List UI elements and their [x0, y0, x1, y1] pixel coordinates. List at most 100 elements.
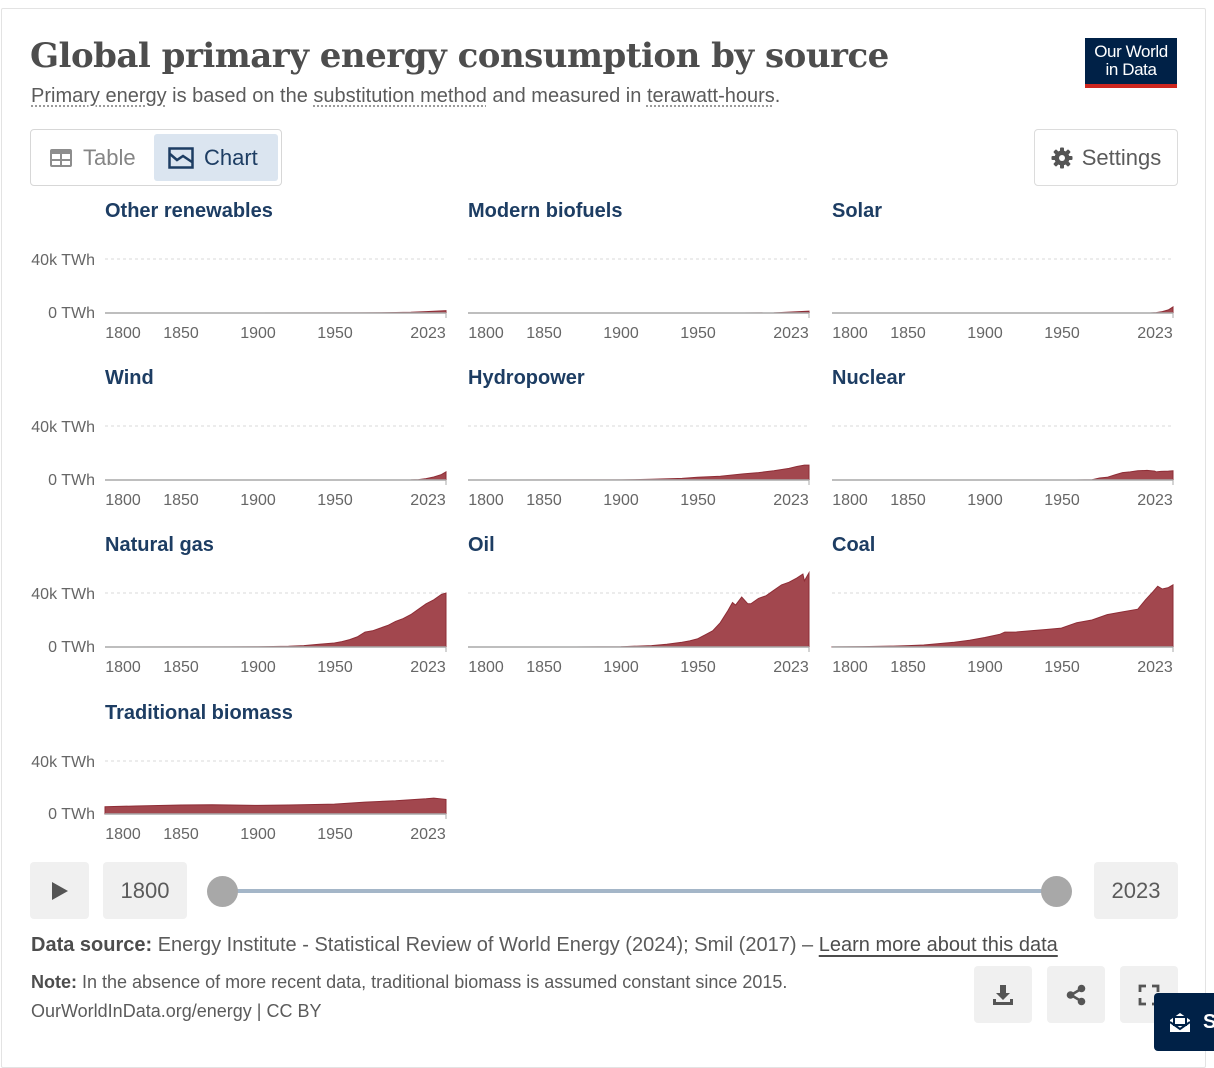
- gear-icon: [1051, 147, 1073, 168]
- subtitle-text-2: and measured in: [486, 85, 647, 107]
- y-tick-label: 40k TWh: [31, 754, 95, 771]
- newsletter-label: Subscribe: [1203, 1010, 1214, 1033]
- primary-energy-term[interactable]: Primary energy: [31, 85, 167, 107]
- area-nuclear: [832, 469, 1174, 481]
- timeline-end-year[interactable]: 2023: [1094, 862, 1178, 919]
- x-tick-label: 1900: [603, 659, 639, 676]
- area-coal: [831, 584, 1174, 648]
- x-tick-label: 1950: [317, 492, 353, 509]
- tab-chart-label: Chart: [204, 144, 258, 170]
- x-tick-label: 2023: [1137, 492, 1173, 509]
- y-tick-label: 40k TWh: [31, 252, 95, 269]
- license-link[interactable]: OurWorldInData.org/energy | CC BY: [31, 1001, 322, 1021]
- x-tick-label: 1900: [967, 659, 1003, 676]
- area-solar: [832, 305, 1174, 314]
- play-button[interactable]: [30, 862, 89, 919]
- x-tick-label: 1950: [317, 826, 353, 843]
- timeline-track[interactable]: [223, 889, 1057, 893]
- timeline-start-year[interactable]: 1800: [103, 862, 187, 919]
- x-tick-label: 2023: [1137, 659, 1173, 676]
- page-title: Global primary energy consumption by sou…: [30, 36, 889, 76]
- chart-subtitle: Primary energy is based on the substitut…: [31, 85, 780, 108]
- settings-button[interactable]: Settings: [1034, 129, 1178, 186]
- x-tick-label: 1800: [468, 492, 504, 509]
- x-tick-label: 1850: [890, 659, 926, 676]
- x-tick-label: 1900: [240, 826, 276, 843]
- y-tick-label: 0 TWh: [48, 472, 95, 489]
- x-tick-label: 1900: [240, 492, 276, 509]
- area-traditional-biomass: [104, 797, 447, 815]
- x-tick-label: 1900: [240, 325, 276, 342]
- panel-title-hydropower: Hydropower: [468, 367, 585, 389]
- panel-title-coal: Coal: [832, 534, 875, 556]
- note-text: In the absence of more recent data, trad…: [77, 972, 788, 992]
- panel-title-other-renewables: Other renewables: [105, 200, 273, 222]
- y-tick-label: 0 TWh: [48, 639, 95, 656]
- tab-table[interactable]: Table: [35, 134, 153, 181]
- x-tick-label: 1800: [105, 492, 141, 509]
- x-tick-label: 1950: [1044, 659, 1080, 676]
- y-tick-label: 40k TWh: [31, 586, 95, 603]
- x-tick-label: 1800: [832, 492, 868, 509]
- view-tabs: Table Chart: [30, 129, 282, 186]
- chart-note: Note: In the absence of more recent data…: [31, 972, 787, 993]
- x-tick-label: 1850: [163, 659, 199, 676]
- x-tick-label: 1950: [1044, 325, 1080, 342]
- x-tick-label: 2023: [773, 325, 809, 342]
- x-tick-label: 1850: [163, 826, 199, 843]
- terawatt-hours-term[interactable]: terawatt-hours: [646, 85, 775, 107]
- subtitle-text-1: is based on the: [166, 85, 314, 107]
- timeline-end-handle[interactable]: [1041, 876, 1072, 907]
- x-tick-label: 1850: [163, 325, 199, 342]
- x-tick-label: 1850: [526, 492, 562, 509]
- x-tick-label: 1900: [603, 492, 639, 509]
- x-tick-label: 1950: [1044, 492, 1080, 509]
- settings-label: Settings: [1081, 144, 1162, 170]
- x-tick-label: 1900: [967, 492, 1003, 509]
- table-icon: [50, 148, 72, 167]
- x-tick-label: 1800: [468, 659, 504, 676]
- x-tick-label: 1950: [680, 659, 716, 676]
- timeline-start-handle[interactable]: [207, 876, 238, 907]
- data-source-label: Data source:: [31, 934, 153, 956]
- x-tick-label: 1800: [468, 325, 504, 342]
- substitution-method-term[interactable]: substitution method: [313, 85, 487, 107]
- learn-more-link[interactable]: Learn more about this data: [818, 934, 1058, 956]
- panel-title-natural-gas: Natural gas: [105, 534, 214, 556]
- x-tick-label: 1900: [603, 325, 639, 342]
- chart-icon: [168, 146, 194, 169]
- download-button[interactable]: [974, 966, 1032, 1023]
- panel-title-wind: Wind: [105, 367, 154, 389]
- share-button[interactable]: [1047, 966, 1105, 1023]
- panel-title-nuclear: Nuclear: [832, 367, 906, 389]
- area-natural-gas: [104, 592, 447, 648]
- x-tick-label: 1850: [526, 325, 562, 342]
- data-source: Data source: Energy Institute - Statisti…: [31, 934, 1058, 957]
- x-tick-label: 1850: [890, 325, 926, 342]
- x-tick-label: 1800: [105, 325, 141, 342]
- download-icon: [993, 984, 1013, 1005]
- tab-chart[interactable]: Chart: [154, 134, 278, 181]
- x-tick-label: 1850: [163, 492, 199, 509]
- newsletter-button[interactable]: Subscribe: [1154, 993, 1214, 1051]
- x-tick-label: 2023: [410, 659, 446, 676]
- x-tick-label: 1950: [680, 325, 716, 342]
- note-label: Note:: [31, 972, 77, 992]
- fullscreen-icon: [1138, 984, 1160, 1005]
- x-tick-label: 1800: [105, 659, 141, 676]
- x-tick-label: 1950: [680, 492, 716, 509]
- x-tick-label: 1800: [832, 325, 868, 342]
- small-multiples-chart: Other renewables 40k TWh 0 TWh 1800 1850 1900…: [31, 200, 1174, 843]
- x-tick-label: 1900: [967, 325, 1003, 342]
- x-tick-label: 1850: [526, 659, 562, 676]
- panel-title-solar: Solar: [832, 200, 882, 222]
- y-tick-label: 0 TWh: [48, 806, 95, 823]
- x-tick-label: 1800: [832, 659, 868, 676]
- x-tick-label: 1850: [890, 492, 926, 509]
- x-tick-label: 1900: [240, 659, 276, 676]
- owid-logo[interactable]: Our World in Data: [1085, 38, 1177, 88]
- x-tick-label: 2023: [1137, 325, 1173, 342]
- x-tick-label: 2023: [410, 492, 446, 509]
- subtitle-text-3: .: [774, 85, 781, 107]
- panel-title-modern-biofuels: Modern biofuels: [468, 200, 622, 222]
